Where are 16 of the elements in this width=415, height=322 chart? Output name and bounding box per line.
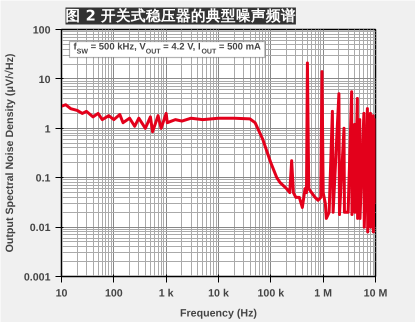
x-tick-label: 100 — [104, 288, 123, 300]
chart-title: 图 2 开关式稳压器的典型噪声频谱 — [66, 6, 296, 24]
y-axis-title: Output Spectral Noise Density (μV/√Hz) — [4, 53, 16, 252]
x-tick-label: 1 M — [314, 288, 332, 300]
x-tick-label: 10 M — [364, 288, 388, 300]
x-tick-label: 100 k — [258, 288, 284, 300]
x-tick-label: 10 k — [208, 288, 229, 300]
y-tick-label: 1 — [44, 123, 51, 136]
y-tick-label: 0.01 — [30, 222, 51, 234]
y-tick-label: 100 — [32, 24, 51, 36]
x-tick-label: 10 — [56, 288, 68, 300]
y-tick-label: 10 — [38, 74, 51, 86]
y-tick-label: 0.001 — [24, 272, 51, 284]
x-tick-label: 1 k — [158, 288, 174, 300]
x-axis-title: Frequency (Hz) — [180, 308, 258, 320]
y-tick-label: 0.1 — [36, 172, 51, 185]
